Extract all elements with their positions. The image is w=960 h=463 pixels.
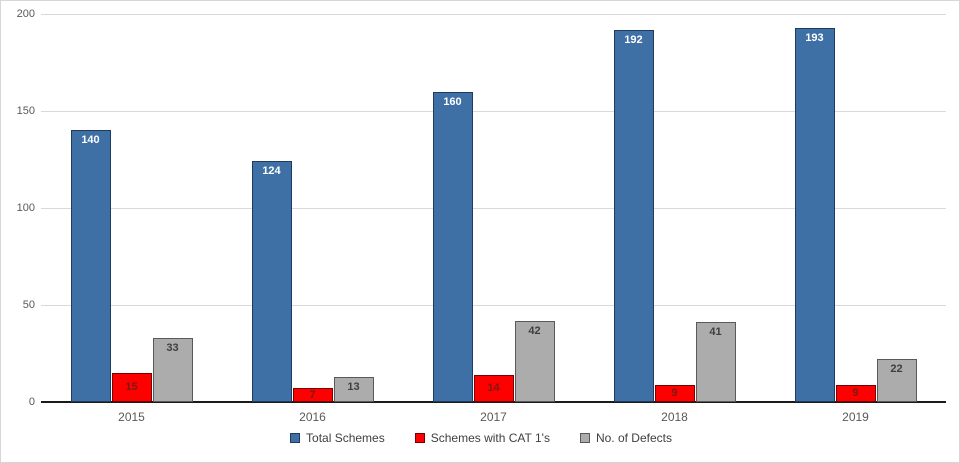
legend-item-no-of-defects: No. of Defects xyxy=(579,431,672,445)
bar-value-label: 22 xyxy=(890,363,903,376)
bar-no-of-defects-2017 xyxy=(514,320,555,402)
bar-value-label: 9 xyxy=(852,386,859,399)
legend-marker-icon xyxy=(579,433,590,443)
bar-value-label: 7 xyxy=(309,388,316,401)
legend-marker-icon xyxy=(414,433,425,443)
chart-legend: Total Schemes Schemes with CAT 1's No. of … xyxy=(1,431,959,445)
legend-marker-icon xyxy=(290,433,301,443)
bar-schemes-with-cat-1-s-2016 xyxy=(292,388,333,402)
y-axis-tick-200: 200 xyxy=(16,8,35,20)
legend-label: No. of Defects xyxy=(595,431,672,445)
x-axis-tick-2017: 2017 xyxy=(480,410,507,424)
x-axis-tick-2018: 2018 xyxy=(661,410,688,424)
bar-value-label: 9 xyxy=(671,386,678,399)
bar-no-of-defects-2018 xyxy=(695,322,736,402)
bar-value-label: 192 xyxy=(624,33,643,46)
gridline-100 xyxy=(41,208,946,209)
gridline-200 xyxy=(41,14,946,15)
bar-value-label: 160 xyxy=(443,95,462,108)
bar-no-of-defects-2015 xyxy=(152,337,193,402)
x-axis-line xyxy=(41,401,946,403)
y-axis-tick-150: 150 xyxy=(16,105,35,117)
bar-value-label: 41 xyxy=(709,326,722,339)
gridline-150 xyxy=(41,111,946,112)
x-axis-tick-2016: 2016 xyxy=(299,410,326,424)
legend-item-schemes-with-cat-1-s: Schemes with CAT 1's xyxy=(414,431,550,445)
bar-value-label: 124 xyxy=(262,165,281,178)
bar-schemes-with-cat-1-s-2017 xyxy=(473,374,514,402)
legend-item-total-schemes: Total Schemes xyxy=(290,431,385,445)
y-axis-tick-100: 100 xyxy=(16,202,35,214)
bar-value-label: 14 xyxy=(487,381,500,394)
x-axis-tick-2015: 2015 xyxy=(118,410,145,424)
bar-total-schemes-2019 xyxy=(794,27,835,402)
bar-value-label: 33 xyxy=(166,341,179,354)
bar-total-schemes-2017 xyxy=(432,91,473,402)
bar-schemes-with-cat-1-s-2015 xyxy=(111,372,152,402)
bar-no-of-defects-2016 xyxy=(333,376,374,402)
bar-total-schemes-2018 xyxy=(613,29,654,402)
x-axis-tick-2019: 2019 xyxy=(842,410,869,424)
legend-label: Total Schemes xyxy=(306,431,385,445)
bar-value-label: 15 xyxy=(125,380,138,393)
bar-value-label: 13 xyxy=(347,380,360,393)
bar-no-of-defects-2019 xyxy=(876,359,917,402)
bar-value-label: 140 xyxy=(81,134,100,147)
bar-value-label: 42 xyxy=(528,324,541,337)
gridline-50 xyxy=(41,305,946,306)
y-axis-tick-50: 50 xyxy=(22,299,35,311)
legend-label: Schemes with CAT 1's xyxy=(430,431,550,445)
bar-schemes-with-cat-1-s-2019 xyxy=(835,384,876,402)
y-axis-tick-0: 0 xyxy=(28,396,35,408)
bar-total-schemes-2015 xyxy=(70,130,111,402)
bar-value-label: 193 xyxy=(805,31,824,44)
bar-total-schemes-2016 xyxy=(251,161,292,402)
bar-schemes-with-cat-1-s-2018 xyxy=(654,384,695,402)
